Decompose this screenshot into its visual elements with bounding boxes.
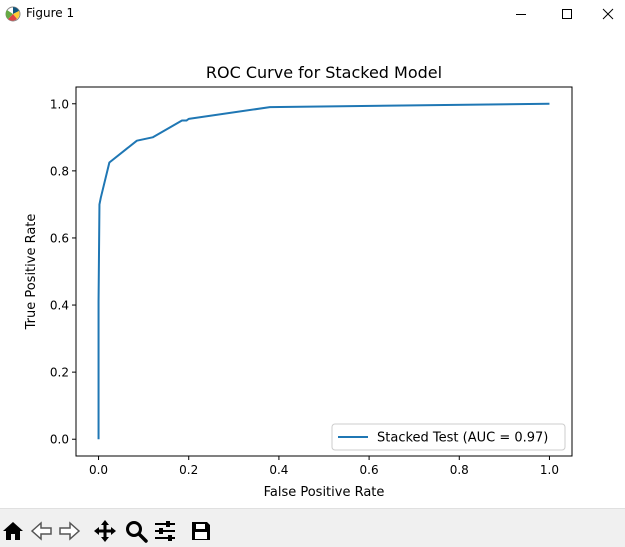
home-icon[interactable] (1, 519, 25, 543)
close-button[interactable] (590, 0, 625, 28)
navigation-toolbar (0, 508, 625, 547)
x-axis-ticks: 0.0 0.2 0.4 0.6 0.8 1.0 (89, 456, 559, 477)
matplotlib-icon (5, 6, 21, 22)
plot-area (75, 86, 573, 457)
legend: Stacked Test (AUC = 0.97) (331, 423, 566, 451)
minimize-icon (516, 14, 526, 15)
y-axis-ticks: 0.0 0.2 0.4 0.6 0.8 1.0 (50, 97, 76, 447)
window-titlebar: Figure 1 (0, 0, 625, 28)
maximize-icon (562, 9, 572, 19)
x-tick-label: 0.6 (360, 463, 379, 477)
y-tick-label: 0.6 (50, 231, 69, 245)
roc-chart: ROC Curve for Stacked Model 0.0 0.2 0.4 0.6… (24, 63, 573, 500)
zoom-icon[interactable] (124, 519, 148, 543)
y-axis-label: True Positive Rate (24, 214, 39, 331)
move-icon[interactable] (93, 519, 117, 543)
forward-arrow-icon[interactable] (57, 519, 81, 543)
back-arrow-icon[interactable] (30, 519, 54, 543)
x-tick-label: 0.8 (450, 463, 469, 477)
close-icon (602, 8, 613, 20)
x-tick-label: 0.4 (269, 463, 288, 477)
sliders-icon[interactable] (153, 519, 177, 543)
legend-box (331, 423, 566, 451)
y-tick-label: 0.4 (50, 299, 69, 313)
x-tick-label: 0.0 (89, 463, 108, 477)
minimize-button[interactable] (498, 0, 544, 28)
y-tick-label: 0.0 (50, 433, 69, 447)
window-title: Figure 1 (26, 6, 75, 20)
legend-label: Stacked Test (AUC = 0.97) (377, 431, 548, 446)
roc-curve-line (97, 102, 550, 440)
maximize-button[interactable] (544, 0, 590, 28)
y-tick-label: 0.8 (50, 164, 69, 178)
x-axis-label: False Positive Rate (264, 485, 385, 500)
x-tick-label: 1.0 (540, 463, 559, 477)
y-tick-label: 0.2 (50, 366, 69, 380)
series-lines (97, 102, 550, 440)
chart-title: ROC Curve for Stacked Model (206, 63, 442, 82)
y-tick-label: 1.0 (50, 97, 69, 111)
x-tick-label: 0.2 (179, 463, 198, 477)
save-icon[interactable] (189, 519, 213, 543)
